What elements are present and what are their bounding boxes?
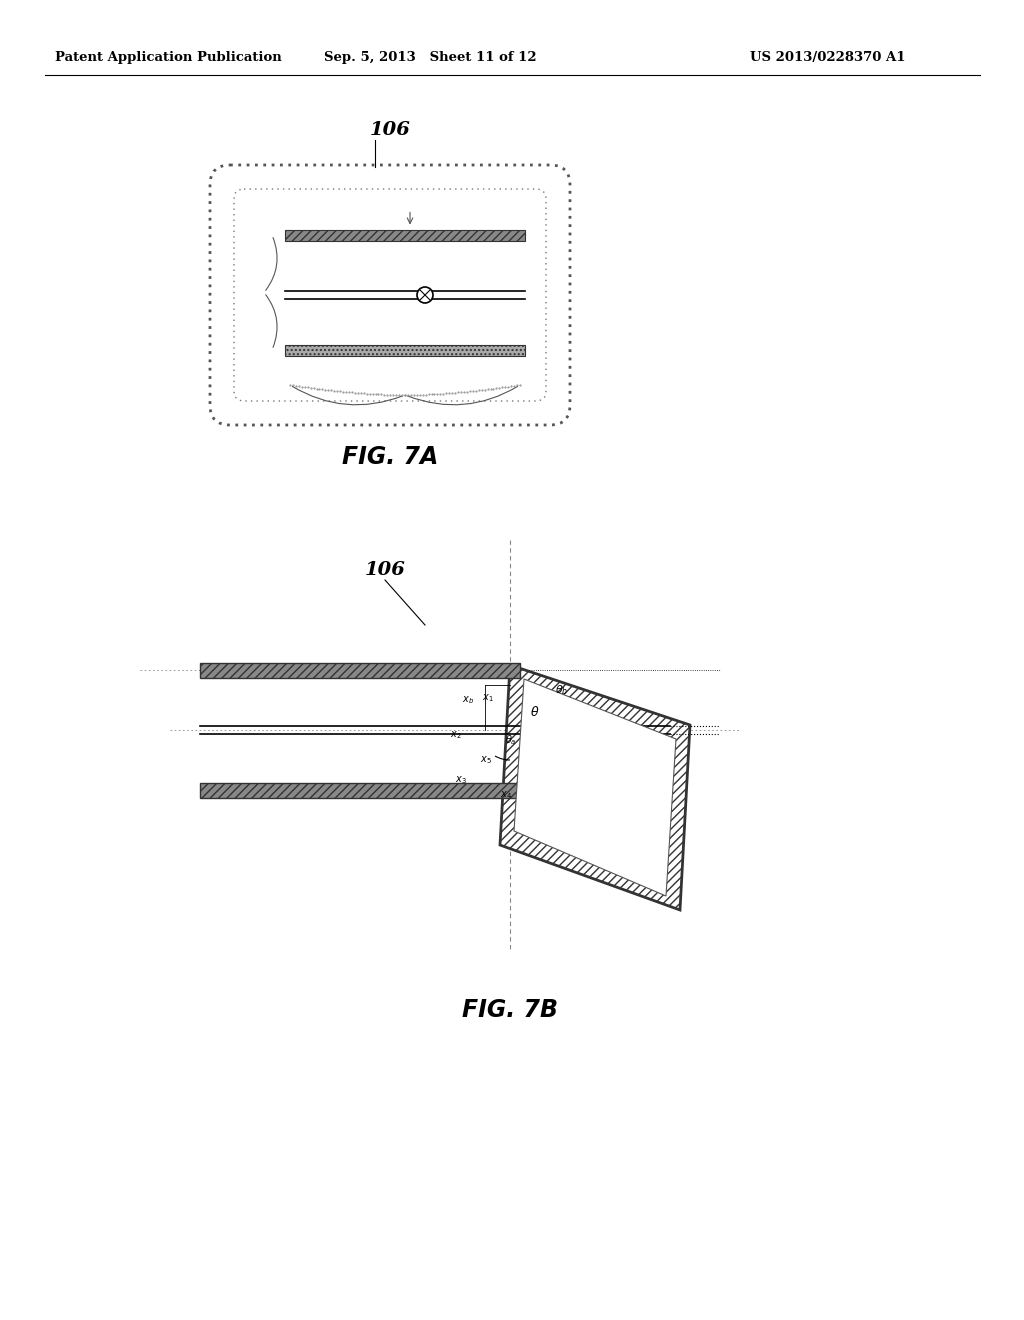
FancyBboxPatch shape <box>234 189 546 401</box>
Text: $\theta_a$: $\theta_a$ <box>505 733 517 747</box>
Polygon shape <box>514 678 676 896</box>
Circle shape <box>417 286 433 304</box>
Text: 106: 106 <box>365 561 406 579</box>
Text: $x_4$: $x_4$ <box>500 789 512 801</box>
Bar <box>200 663 520 677</box>
Text: Sep. 5, 2013   Sheet 11 of 12: Sep. 5, 2013 Sheet 11 of 12 <box>324 51 537 65</box>
FancyBboxPatch shape <box>210 165 570 425</box>
Text: $\theta_b$: $\theta_b$ <box>555 684 568 697</box>
Text: FIG. 7B: FIG. 7B <box>462 998 558 1022</box>
Polygon shape <box>500 665 690 909</box>
Text: $x_3$: $x_3$ <box>455 774 467 785</box>
Text: $x_2$: $x_2$ <box>450 729 462 741</box>
Text: 106: 106 <box>370 121 411 139</box>
Text: $x_b$: $x_b$ <box>462 694 474 706</box>
Text: $x_1$: $x_1$ <box>482 692 494 704</box>
Bar <box>285 230 525 240</box>
Bar <box>200 783 520 797</box>
Text: US 2013/0228370 A1: US 2013/0228370 A1 <box>750 51 905 65</box>
Text: FIG. 7A: FIG. 7A <box>342 445 438 469</box>
Text: $x_5$: $x_5$ <box>480 754 492 766</box>
Text: $\theta$: $\theta$ <box>530 705 540 719</box>
Text: Patent Application Publication: Patent Application Publication <box>55 51 282 65</box>
Bar <box>285 345 525 355</box>
